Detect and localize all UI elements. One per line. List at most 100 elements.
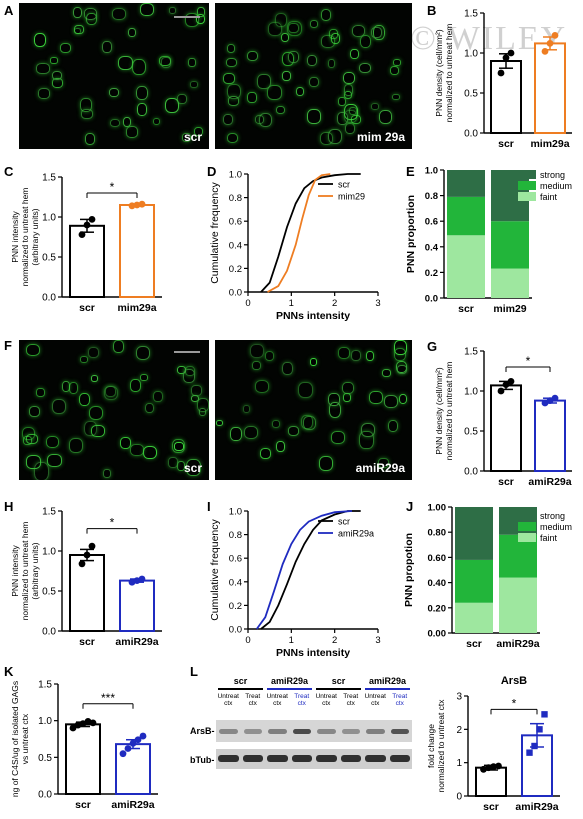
legend-label: faint	[540, 192, 558, 202]
pnn-cell	[387, 419, 399, 433]
data-point	[531, 742, 538, 750]
pnn-cell	[139, 3, 154, 17]
pnn-cell	[174, 442, 184, 451]
pnn-cell	[258, 112, 273, 128]
blot-lane-label: Untreat ctx	[266, 693, 288, 707]
pnn-cell	[350, 48, 359, 59]
pnn-cell	[370, 102, 379, 110]
pnn-cell	[392, 59, 401, 67]
pnn-cell	[36, 63, 50, 75]
y-axis-label: PNN intensity	[10, 545, 20, 597]
pnn-cell	[90, 375, 99, 383]
y-axis-label: normalized to untreat hem	[444, 362, 454, 461]
pnn-cell	[171, 439, 185, 454]
bar	[69, 224, 105, 298]
pnn-cell	[188, 58, 196, 67]
pnn-cell	[320, 9, 332, 21]
x-tick-label: 0	[245, 298, 250, 309]
pnn-cell	[160, 57, 172, 68]
y-tick-label: 0.5	[42, 587, 56, 598]
blot-group-line	[267, 688, 312, 690]
y-tick-label: 0.00	[428, 629, 447, 640]
pnn-cell	[190, 81, 199, 88]
pnn-cell	[227, 83, 241, 100]
panel-label-j: J	[406, 499, 414, 514]
data-point	[502, 381, 510, 388]
pnn-cell	[193, 126, 203, 137]
bar	[119, 204, 155, 298]
y-axis-label: PNN density (cell/mm²)	[434, 367, 444, 455]
y-tick-label: 0.0	[229, 625, 242, 636]
y-tick-label: 1.0	[464, 49, 478, 60]
y-tick-label: 0.5	[464, 427, 478, 438]
pnn-cell	[47, 454, 62, 468]
x-tick-label: 1	[289, 635, 294, 646]
y-tick-label: 0.0	[42, 293, 56, 304]
data-point	[541, 711, 548, 718]
western-blot: scr amiR29a scr amiR29a Untreat ctx Treat ctx…	[190, 676, 420, 776]
pnn-cell	[73, 7, 83, 19]
pnn-cell	[113, 340, 125, 354]
micrograph-a-scr: scr	[19, 3, 209, 149]
pnn-cell	[331, 430, 345, 444]
blot-group-label: scr	[233, 676, 248, 686]
y-tick-label: 1.5	[464, 347, 478, 358]
y-tick-label: 1.0	[229, 170, 242, 181]
chart-l-arsb: 0 1 2 3 fold change normalized to untreat ctx…	[426, 675, 560, 813]
stacked-segment	[455, 559, 493, 603]
significance-annotation: *	[526, 354, 531, 368]
pnn-cell	[142, 445, 157, 460]
pnn-cell	[298, 382, 313, 399]
blot-band-btub	[267, 755, 288, 762]
data-point	[507, 49, 515, 57]
pnn-cell	[190, 394, 199, 403]
blot-group-label: amiR29a	[368, 676, 407, 686]
blot-band-btub	[389, 755, 410, 762]
pnn-cell	[104, 385, 116, 397]
y-axis-label: normalized to untreat hem	[20, 522, 30, 621]
pnn-cell	[282, 361, 294, 375]
series-line	[260, 510, 361, 630]
chart-j-stacked: 0.00 0.20 0.40 0.60 0.80 1.00 PNN propotion scr…	[403, 503, 572, 651]
y-tick-label: 3	[456, 692, 462, 703]
x-tick-label: amiR29a	[515, 801, 558, 813]
x-tick-label: scr	[498, 138, 514, 150]
pnn-cell	[243, 426, 258, 439]
pnn-cell	[384, 394, 398, 408]
pnn-cell	[343, 84, 354, 96]
data-point	[551, 394, 559, 402]
x-tick-label: amiR29a	[528, 476, 571, 488]
x-tick-label: scr	[458, 303, 474, 315]
pnn-cell	[222, 113, 233, 126]
pnn-cell	[84, 133, 96, 146]
pnn-cell	[196, 7, 205, 17]
panel-label-a: A	[4, 3, 14, 18]
x-tick-label: mim29	[493, 303, 526, 315]
y-axis-label: PNN density (cell/mm²)	[434, 29, 444, 117]
data-point	[69, 724, 77, 732]
blot-band-arsb	[292, 729, 311, 734]
legend-label: mim29	[338, 192, 365, 202]
pnn-cell	[167, 457, 178, 468]
pnn-cell	[359, 430, 374, 449]
panel-label-k: K	[4, 664, 14, 679]
bar	[534, 399, 566, 472]
legend-swatch	[518, 511, 536, 520]
y-tick-label: 0.2	[425, 268, 438, 279]
pnn-cell	[195, 13, 206, 25]
data-point	[129, 740, 137, 747]
chart-c-pnn-intensity: 0.0 0.5 1.0 1.5 PNN intensity normalized to u…	[10, 173, 162, 314]
pnn-cell	[223, 72, 235, 84]
y-tick-label: 0.40	[428, 578, 447, 589]
y-tick-label: 0.8	[229, 193, 242, 204]
x-tick-label: mim29a	[117, 302, 156, 314]
bar	[490, 384, 522, 472]
significance-annotation: *	[110, 516, 115, 530]
x-tick-label: mim29a	[530, 138, 569, 150]
blot-group-line	[316, 688, 361, 690]
pnn-cell	[306, 55, 317, 67]
data-point	[138, 200, 146, 208]
panel-label-l: L	[190, 664, 198, 679]
data-point	[490, 763, 497, 771]
data-point	[546, 40, 554, 47]
